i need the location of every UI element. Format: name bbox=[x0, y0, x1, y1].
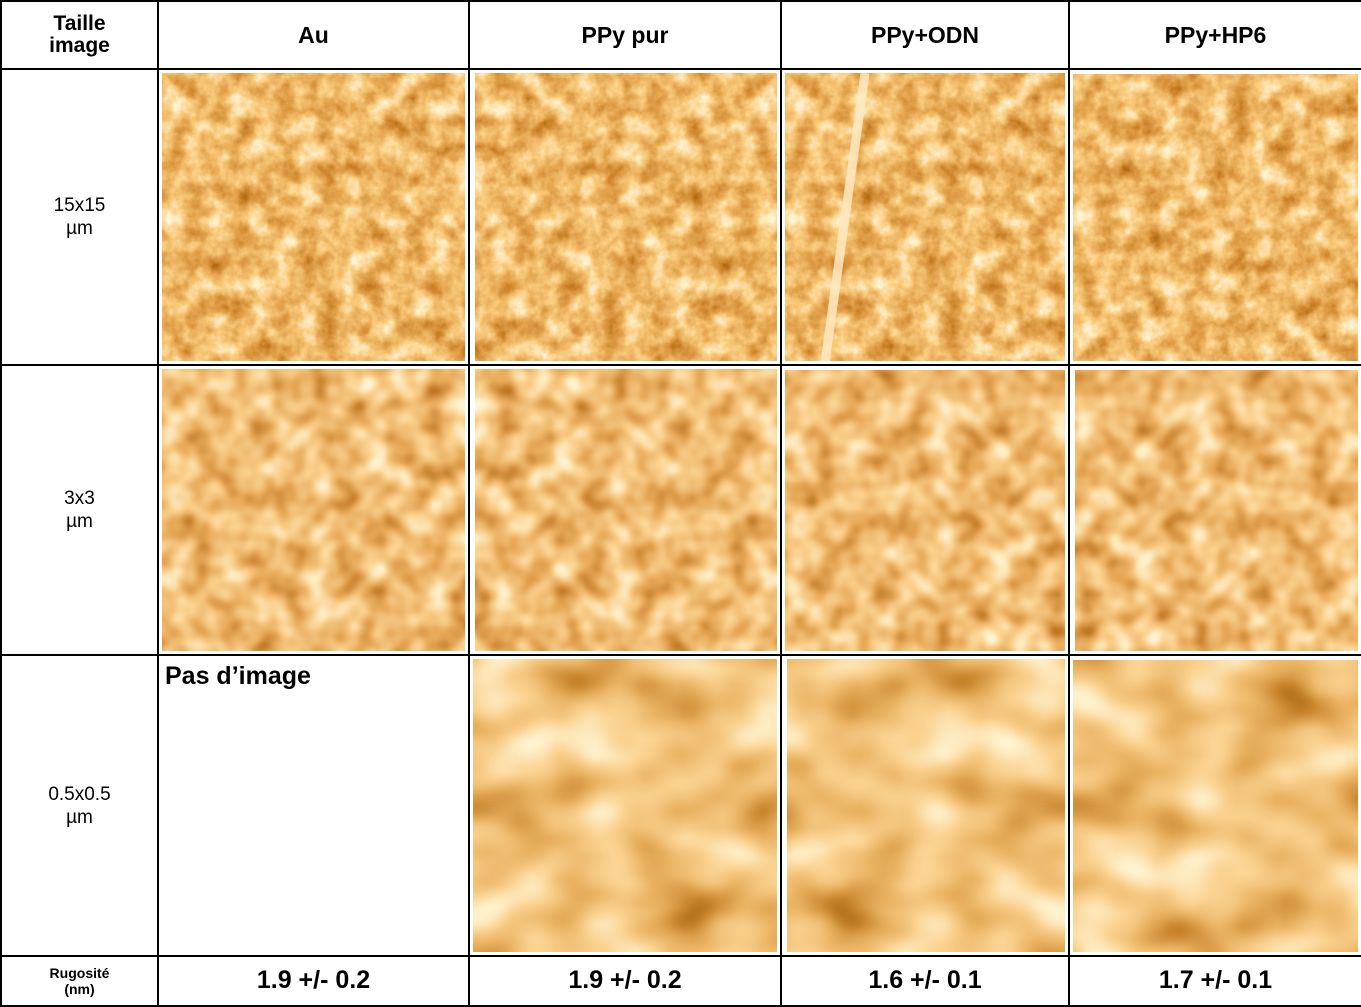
afm-image-cell bbox=[468, 68, 782, 366]
roughness-label: Rugosité (nm) bbox=[49, 964, 110, 997]
afm-image bbox=[1073, 660, 1358, 952]
roughness-value: 1.9 +/- 0.2 bbox=[468, 954, 782, 1007]
afm-image bbox=[787, 659, 1065, 952]
size-cell: 3x3 µm bbox=[0, 363, 159, 657]
header-cell: Taille image bbox=[0, 0, 159, 71]
roughness-value: 1.7 +/- 0.1 bbox=[1068, 954, 1361, 1007]
afm-image bbox=[162, 368, 465, 652]
afm-image bbox=[475, 368, 777, 652]
afm-image-cell bbox=[468, 654, 782, 957]
header-text: Taille image bbox=[49, 11, 110, 57]
afm-image-cell bbox=[1068, 363, 1361, 657]
size-label: 0.5x0.5 µm bbox=[48, 783, 111, 828]
afm-image bbox=[475, 73, 777, 361]
afm-image-cell bbox=[1068, 654, 1361, 957]
header-cell: PPy pur bbox=[468, 0, 782, 71]
header-cell: Au bbox=[157, 0, 470, 71]
header-cell: PPy+ODN bbox=[780, 0, 1070, 71]
header-cell: PPy+HP6 bbox=[1068, 0, 1361, 71]
afm-image-cell bbox=[468, 363, 782, 657]
afm-image-cell bbox=[1068, 68, 1361, 366]
afm-image-cell bbox=[780, 68, 1070, 366]
afm-image-cell bbox=[157, 68, 470, 366]
afm-image bbox=[162, 73, 465, 361]
afm-image-cell bbox=[780, 654, 1070, 957]
size-cell: 15x15 µm bbox=[0, 68, 159, 366]
roughness-value: 1.9 +/- 0.2 bbox=[157, 954, 470, 1007]
afm-image-cell bbox=[780, 363, 1070, 657]
afm-image bbox=[473, 659, 777, 952]
size-label: 3x3 µm bbox=[64, 487, 95, 532]
afm-image bbox=[1073, 74, 1358, 361]
roughness-value: 1.6 +/- 0.1 bbox=[780, 954, 1070, 1007]
afm-image-cell bbox=[157, 363, 470, 657]
afm-image bbox=[785, 370, 1065, 652]
afm-image bbox=[785, 73, 1065, 361]
size-cell: 0.5x0.5 µm bbox=[0, 654, 159, 957]
afm-image bbox=[1075, 370, 1358, 652]
size-label: 15x15 µm bbox=[53, 194, 106, 239]
no-image-cell: Pas d’image bbox=[157, 654, 470, 957]
roughness-label-cell: Rugosité (nm) bbox=[0, 954, 159, 1007]
